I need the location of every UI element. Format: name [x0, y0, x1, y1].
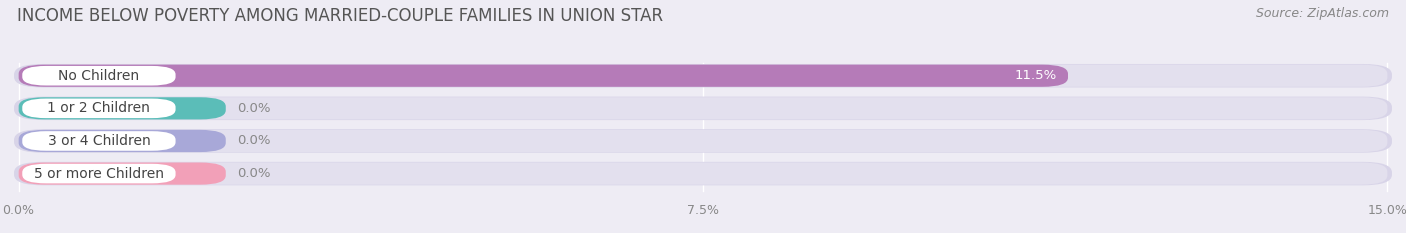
- Text: 0.0%: 0.0%: [236, 167, 270, 180]
- Text: 0.0%: 0.0%: [236, 102, 270, 115]
- FancyBboxPatch shape: [14, 64, 1392, 87]
- FancyBboxPatch shape: [18, 97, 226, 120]
- FancyBboxPatch shape: [18, 162, 1388, 185]
- Text: 1 or 2 Children: 1 or 2 Children: [48, 101, 150, 115]
- FancyBboxPatch shape: [22, 99, 176, 118]
- FancyBboxPatch shape: [18, 97, 1388, 120]
- FancyBboxPatch shape: [18, 130, 1388, 152]
- Text: 0.0%: 0.0%: [236, 134, 270, 147]
- FancyBboxPatch shape: [18, 65, 1069, 87]
- Text: 11.5%: 11.5%: [1015, 69, 1057, 82]
- FancyBboxPatch shape: [14, 162, 1392, 185]
- FancyBboxPatch shape: [14, 97, 1392, 120]
- FancyBboxPatch shape: [22, 164, 176, 183]
- Text: No Children: No Children: [59, 69, 139, 83]
- FancyBboxPatch shape: [22, 131, 176, 151]
- FancyBboxPatch shape: [18, 162, 226, 185]
- FancyBboxPatch shape: [22, 66, 176, 86]
- FancyBboxPatch shape: [18, 65, 1388, 87]
- Text: 3 or 4 Children: 3 or 4 Children: [48, 134, 150, 148]
- FancyBboxPatch shape: [14, 129, 1392, 153]
- Text: 5 or more Children: 5 or more Children: [34, 167, 165, 181]
- FancyBboxPatch shape: [18, 130, 226, 152]
- Text: INCOME BELOW POVERTY AMONG MARRIED-COUPLE FAMILIES IN UNION STAR: INCOME BELOW POVERTY AMONG MARRIED-COUPL…: [17, 7, 664, 25]
- Text: Source: ZipAtlas.com: Source: ZipAtlas.com: [1256, 7, 1389, 20]
